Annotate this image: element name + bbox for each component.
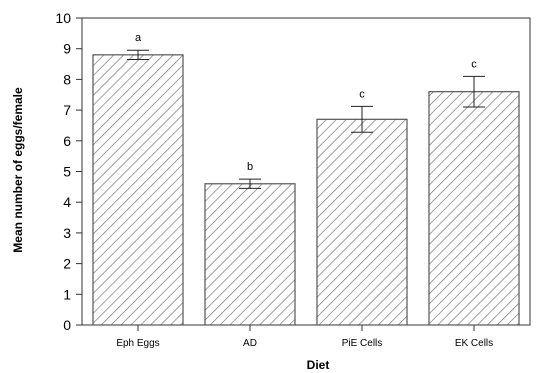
bar: [428, 91, 520, 326]
y-tick-label: 3: [63, 225, 71, 241]
bar: [92, 54, 184, 326]
y-tick-label: 0: [63, 317, 71, 333]
y-tick-label: 10: [55, 10, 71, 26]
y-tick-label: 6: [63, 133, 71, 149]
y-tick-label: 7: [63, 102, 71, 118]
y-tick-label: 8: [63, 71, 71, 87]
x-axis-title: Diet: [307, 358, 330, 372]
x-tick-label: PiE Cells: [342, 338, 383, 349]
y-tick-label: 9: [63, 41, 71, 57]
x-tick-label: AD: [243, 338, 257, 349]
x-tick-label: Eph Eggs: [116, 338, 159, 349]
y-tick-label: 5: [63, 164, 71, 180]
bar: [204, 183, 296, 326]
y-tick-label: 2: [63, 256, 71, 272]
significance-label: b: [247, 161, 253, 173]
y-tick-label: 1: [63, 286, 71, 302]
y-tick-label: 4: [63, 194, 71, 210]
x-tick-label: EK Cells: [455, 338, 493, 349]
plot-area: 0 1 2 3 4 5 6 7 8 9 10 a Eph Eggs b AD c PiE Cells c EK Ce…: [55, 10, 531, 349]
significance-label: c: [359, 88, 365, 100]
bar: [316, 118, 408, 326]
y-axis-title: Mean number of eggs/female: [11, 87, 25, 253]
significance-label: a: [135, 32, 142, 44]
significance-label: c: [471, 58, 477, 70]
